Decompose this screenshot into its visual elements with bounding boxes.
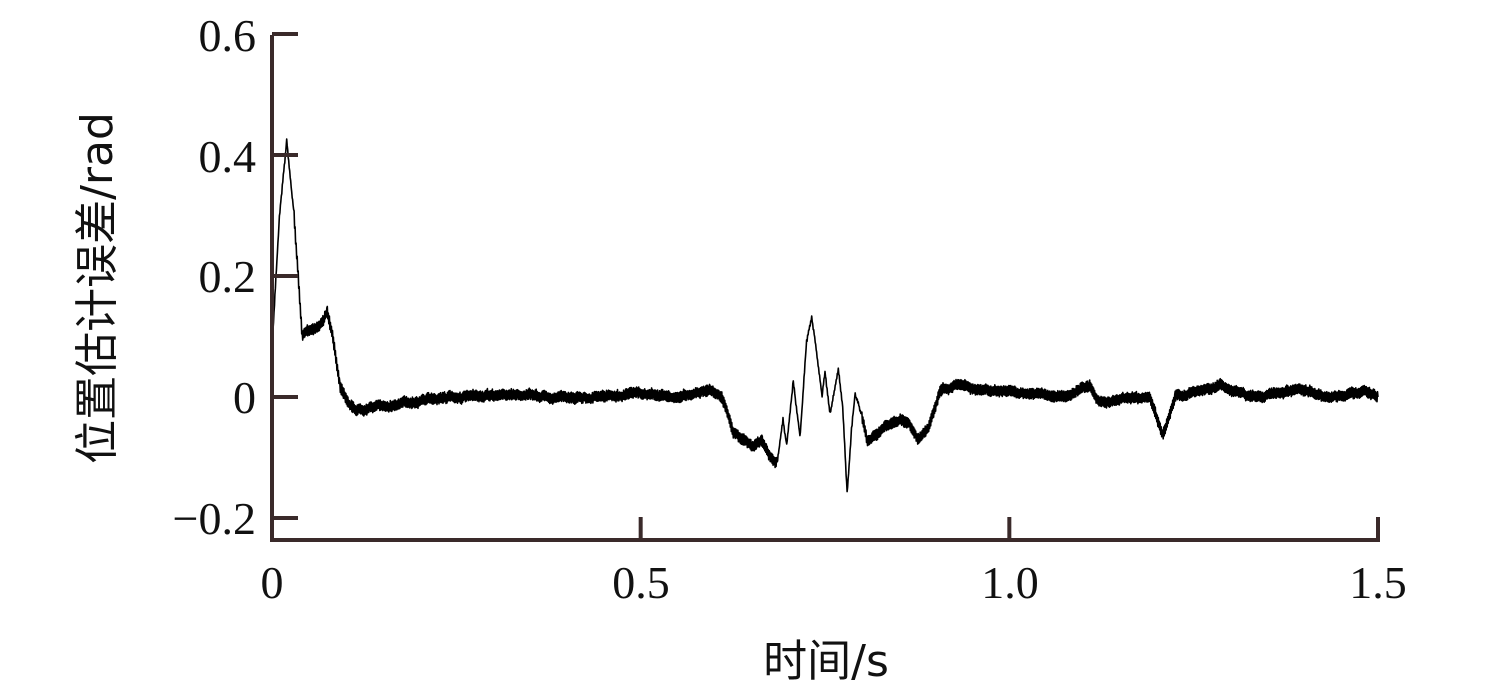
x-tick-label: 0 [261, 557, 284, 608]
y-tick-label: −0.2 [173, 493, 256, 544]
y-axis-title: 位置估计误差/rad [72, 112, 123, 464]
x-axis-title: 时间/s [763, 636, 889, 687]
series-line [271, 138, 1379, 493]
y-tick-label: 0.6 [199, 10, 257, 61]
x-tick-label: 1.5 [1349, 557, 1407, 608]
y-tick-label: 0.4 [199, 131, 257, 182]
ticks-group [270, 32, 1380, 540]
y-tick-label: 0.2 [199, 251, 257, 302]
x-tick-label: 0.5 [612, 557, 670, 608]
x-tick-label: 1.0 [981, 557, 1039, 608]
y-tick-label: 0 [233, 372, 256, 423]
series-line-group [271, 138, 1379, 493]
